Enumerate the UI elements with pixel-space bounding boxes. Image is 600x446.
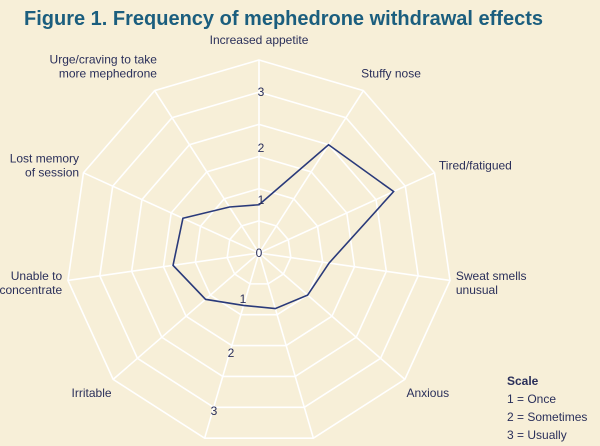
legend-item: 2 = Sometimes	[507, 410, 588, 424]
category-label: of session	[25, 165, 79, 179]
legend-title: Scale	[507, 374, 539, 388]
spoke-line	[112, 252, 260, 380]
grid-ring	[162, 155, 356, 347]
tick-label: 2	[228, 346, 235, 360]
legend: Scale 1 = Once 2 = Sometimes 3 = Usually	[507, 372, 587, 444]
grid-ring	[67, 59, 451, 439]
radar-category-labels: Increased appetite Stuffy nose Tired/fatig…	[0, 33, 527, 400]
spoke-line	[258, 252, 451, 282]
spoke-line	[153, 90, 260, 254]
radar-series	[172, 143, 395, 310]
category-label: Irritable	[72, 386, 112, 400]
category-label: Anxious	[406, 386, 449, 400]
tick-label: 0	[256, 246, 263, 260]
spoke-line	[258, 90, 365, 254]
category-label: Stuffy nose	[361, 66, 421, 80]
radar-tick-labels: 0 1 1 2 2 3 3	[211, 85, 265, 418]
spoke-line	[258, 252, 406, 380]
category-label: Urge/craving to take	[50, 52, 158, 66]
spoke-line	[258, 252, 315, 439]
category-label: Tired/fatigued	[439, 158, 512, 172]
category-label: more mephedrone	[59, 66, 157, 80]
spoke-line	[67, 252, 260, 282]
category-label: Sweat smells	[456, 269, 527, 283]
legend-item: 3 = Usually	[507, 428, 567, 442]
tick-label: 1	[240, 292, 247, 306]
spoke-line	[258, 172, 435, 254]
category-label: Lost memory	[10, 151, 79, 165]
tick-label: 3	[211, 404, 218, 418]
spoke-line	[83, 172, 260, 254]
legend-item: 1 = Once	[507, 392, 557, 406]
category-label: Unable to	[11, 269, 63, 283]
tick-label: 1	[258, 193, 265, 207]
category-label: concentrate	[0, 283, 62, 297]
spoke-line	[203, 252, 260, 439]
grid-ring	[130, 123, 388, 378]
grid-ring	[226, 219, 292, 285]
category-label: unusual	[456, 283, 498, 297]
radar-grid	[67, 59, 451, 439]
grid-ring	[194, 187, 324, 316]
grid-ring	[98, 91, 420, 409]
category-label: Increased appetite	[210, 33, 309, 47]
chart-title: Figure 1. Frequency of mephedrone withdr…	[24, 8, 543, 30]
radar-spokes	[67, 60, 451, 439]
series-line	[172, 143, 395, 310]
tick-label: 2	[258, 141, 265, 155]
tick-label: 3	[258, 85, 265, 99]
